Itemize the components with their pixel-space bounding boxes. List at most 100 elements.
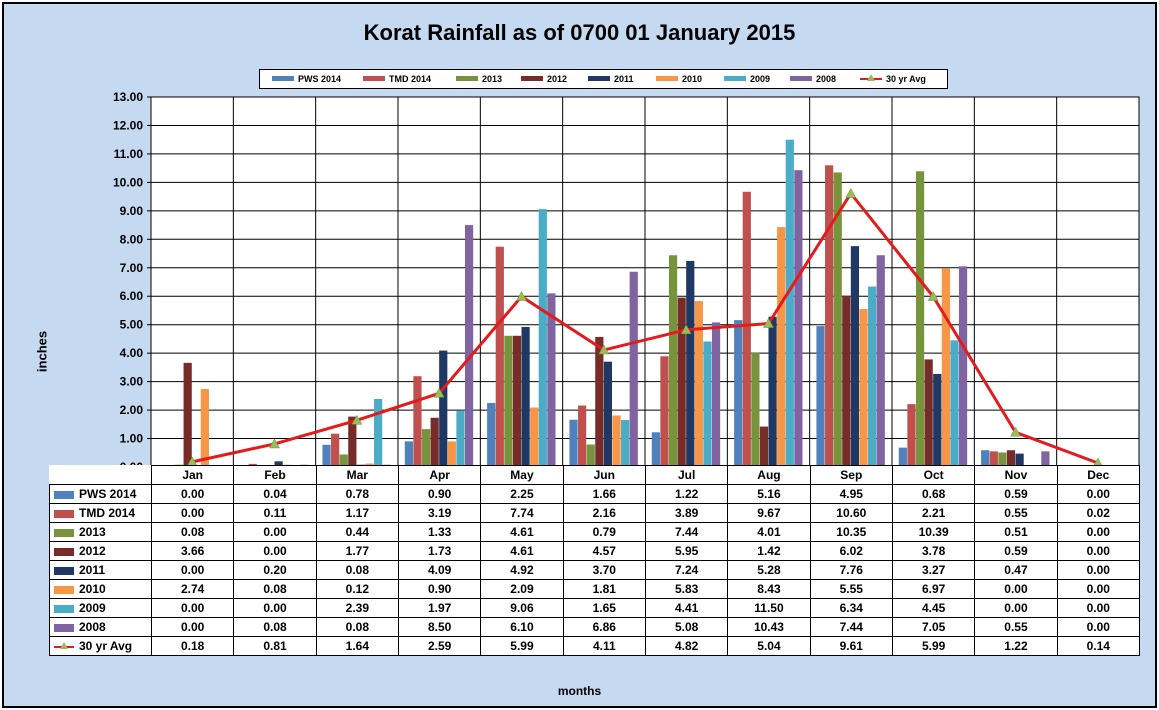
x-tick-label: Dec (1056, 465, 1140, 485)
table-cell: 10.39 (891, 522, 976, 542)
y-tick-label: 13.00 (113, 90, 143, 104)
bar-tmd-2014 (578, 405, 587, 467)
bar-2008 (711, 322, 721, 467)
table-cell: 1.64 (315, 636, 399, 656)
table-row-label: 2012 (79, 544, 106, 558)
table-cell: 0.02 (1056, 503, 1140, 523)
table-cell: 3.19 (397, 503, 482, 523)
bar-2011 (686, 260, 695, 467)
bar-2013 (504, 335, 513, 467)
chart-legend: PWS 2014 TMD 2014 2013 2012 2011 2010 2009 2008… (259, 69, 948, 89)
table-row-label: PWS 2014 (79, 487, 137, 501)
table-cell: 0.00 (150, 560, 235, 580)
table-cell: 7.44 (809, 617, 893, 637)
legend-label: 2011 (614, 74, 634, 84)
table-row-header: PWS 2014 (49, 484, 152, 504)
bar-pws-2014 (898, 447, 907, 467)
table-cell: 1.77 (315, 541, 399, 561)
table-cell: 4.11 (562, 636, 646, 656)
table-cell: 0.12 (315, 579, 399, 599)
table-row-swatch (54, 509, 74, 518)
table-row: 30 yr Avg 0.18 0.81 1.64 2.59 5.99 4.11 4.82 5.0… (49, 636, 1140, 656)
table-cell: 0.81 (233, 636, 317, 656)
bar-2013 (421, 429, 431, 467)
legend-swatch (588, 76, 610, 81)
bar-2011 (933, 373, 942, 467)
y-tick-label: 9.00 (120, 204, 144, 218)
table-cell: 6.02 (809, 541, 893, 561)
table-row-label: 2009 (79, 601, 106, 615)
bar-pws-2014 (569, 419, 578, 467)
table-row-header: 2010 (49, 579, 152, 599)
bar-2011 (274, 461, 283, 467)
bar-2009 (703, 341, 712, 467)
bar-2012 (842, 295, 851, 467)
bar-2009 (374, 398, 383, 467)
line-marker (433, 387, 445, 398)
table-cell: 1.81 (562, 579, 646, 599)
table-row-swatch (54, 566, 74, 575)
table-cell: 0.00 (1056, 617, 1140, 637)
line-marker (927, 291, 939, 301)
table-row: 2009 0.00 0.00 2.39 1.97 9.06 1.65 4.41 11.50 6.3… (49, 598, 1140, 618)
table-row-header: 2011 (49, 560, 152, 580)
table-cell: 0.00 (1056, 522, 1140, 542)
table-cell: 5.55 (809, 579, 893, 599)
table-cell: 4.45 (891, 598, 976, 618)
table-row-header: 2008 (49, 617, 152, 637)
bar-2012 (924, 359, 933, 467)
table-cell: 5.95 (644, 541, 729, 561)
table-row-header: TMD 2014 (49, 503, 152, 523)
table-row-swatch (54, 623, 74, 632)
y-tick-label: 11.00 (114, 147, 144, 161)
bar-tmd-2014 (660, 356, 669, 467)
table-cell: 1.73 (397, 541, 482, 561)
table-header-row: Jan Feb Mar Apr May Jun Jul Aug Sep Oct Nov Dec (49, 465, 1140, 485)
bar-tmd-2014 (331, 433, 340, 467)
table-cell: 3.66 (150, 541, 235, 561)
x-tick-label: Jun (562, 465, 646, 485)
table-cell: 5.83 (644, 579, 729, 599)
table-row-swatch (54, 528, 74, 537)
table-cell: 0.79 (562, 522, 646, 542)
table-row-label: 2013 (79, 525, 106, 539)
table-row: 2013 0.08 0.00 0.44 1.33 4.61 0.79 7.44 4.01 10.3… (49, 522, 1140, 542)
bar-2010 (447, 441, 456, 467)
table-row-swatch (54, 585, 74, 594)
table-cell: 0.00 (233, 598, 317, 618)
y-tick-label: 4.00 (120, 346, 144, 360)
bar-2011 (439, 350, 448, 467)
table-cell: 0.00 (1056, 484, 1140, 504)
table-cell: 0.04 (233, 484, 317, 504)
x-tick-label: Sep (809, 465, 893, 485)
table-row-label: TMD 2014 (79, 506, 136, 520)
bar-2010 (777, 227, 786, 467)
table-cell: 2.09 (480, 579, 564, 599)
table-cell: 0.08 (315, 617, 399, 637)
table-row-swatch (54, 547, 74, 556)
bar-2009 (950, 340, 959, 467)
bar-2013 (339, 454, 348, 467)
line-marker (680, 324, 692, 335)
table-cell: 2.21 (891, 503, 976, 523)
table-cell: 8.50 (397, 617, 482, 637)
table-cell: 3.70 (562, 560, 646, 580)
legend-marker (867, 74, 875, 81)
table-cell: 0.78 (315, 484, 399, 504)
bar-2010 (200, 389, 209, 467)
bar-2008 (547, 293, 556, 467)
table-cell: 0.00 (1056, 560, 1140, 580)
table-cell: 0.44 (315, 522, 399, 542)
bar-2009 (538, 209, 547, 467)
table-cell: 0.00 (233, 541, 317, 561)
table-cell: 0.47 (974, 560, 1058, 580)
table-row-swatch (54, 490, 74, 499)
table-row-label: 2011 (79, 563, 106, 577)
table-row: 2011 0.00 0.20 0.08 4.09 4.92 3.70 7.24 5.28 7.76… (49, 560, 1140, 580)
bar-2012 (677, 297, 686, 467)
table-cell: 0.00 (150, 617, 235, 637)
table-row-label: 2008 (79, 620, 106, 634)
bar-2012 (430, 417, 439, 467)
table-row-label: 2010 (79, 582, 106, 596)
table-cell: 2.59 (397, 636, 482, 656)
